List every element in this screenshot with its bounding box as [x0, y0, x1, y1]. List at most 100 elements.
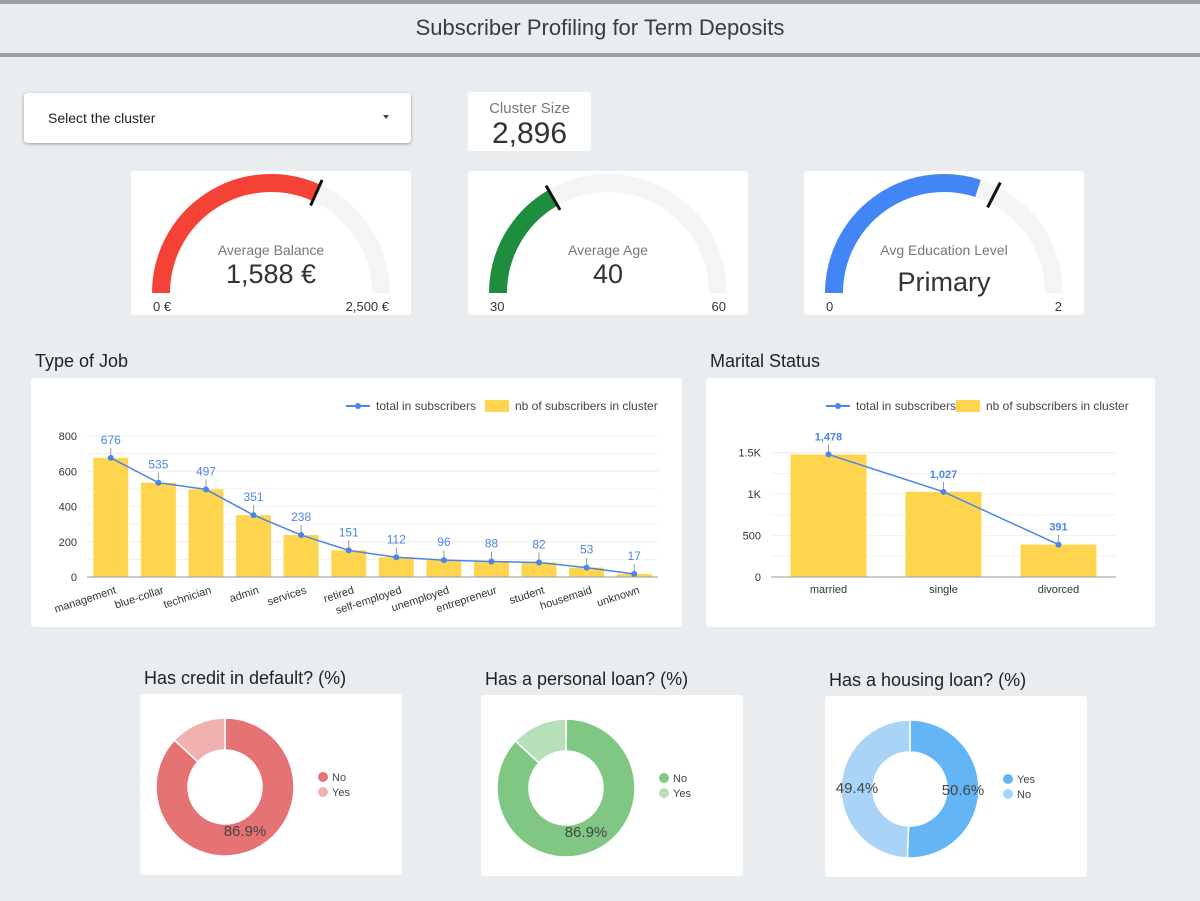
- point-label: 96: [437, 535, 451, 549]
- point-label: 497: [196, 464, 216, 478]
- line-point: [536, 559, 543, 566]
- legend-bar-swatch: [485, 400, 509, 412]
- total-line: [110, 457, 635, 575]
- x-tick-label: married: [810, 584, 847, 596]
- point-label: 1,027: [930, 469, 958, 481]
- bar-student: [521, 562, 557, 577]
- job-chart-title: Type of Job: [35, 351, 129, 371]
- gauge-max-label: 60: [712, 299, 726, 314]
- gauge-label: Average Age: [568, 242, 648, 258]
- gauge-label: Average Balance: [218, 242, 325, 258]
- page-title: Subscriber Profiling for Term Deposits: [415, 15, 785, 40]
- point-label: 53: [580, 543, 594, 557]
- y-tick-label: 600: [59, 466, 77, 478]
- legend-dot: [659, 788, 669, 798]
- gauge-min-label: 0: [826, 299, 833, 314]
- gauge-target-marker: [986, 181, 1002, 209]
- legend-label: Yes: [673, 788, 691, 800]
- point-label: 82: [532, 538, 546, 552]
- x-tick-label: single: [929, 584, 958, 596]
- x-tick-label: divorced: [1038, 584, 1080, 596]
- job-chart-card: 0 200 400 600 800 676 535 497 351 238 151 112 96 88 82…: [31, 378, 682, 627]
- line-point: [345, 547, 352, 554]
- point-label: 535: [148, 458, 168, 472]
- cluster-select[interactable]: Select the cluster: [24, 93, 411, 143]
- gauge-min-label: 0 €: [153, 299, 172, 314]
- bar-admin: [236, 515, 272, 577]
- point-label: 676: [101, 433, 121, 447]
- legend-total-label: total in subscribers: [856, 399, 956, 413]
- y-tick-label: 0: [755, 572, 761, 584]
- legend-label: Yes: [332, 787, 350, 799]
- y-tick-label: 400: [59, 502, 77, 514]
- legend-line-dot: [355, 403, 361, 409]
- slice-percent-label: 49.4%: [836, 780, 879, 797]
- x-tick-label: admin: [228, 584, 260, 605]
- cluster-size-label: Cluster Size: [489, 100, 570, 117]
- slice-percent-label: 50.6%: [942, 782, 985, 799]
- bar-self-employed: [378, 557, 414, 577]
- line-point: [1055, 541, 1062, 548]
- legend-label: No: [673, 773, 687, 785]
- legend-dot: [1003, 789, 1013, 799]
- legend-label: No: [1017, 789, 1031, 801]
- point-label: 1,478: [815, 431, 843, 443]
- bar-blue-collar: [140, 482, 176, 577]
- legend-cluster-label: nb of subscribers in cluster: [986, 399, 1129, 413]
- point-label: 238: [291, 510, 311, 524]
- marital-bar-chart: 0 500 1K 1.5K 1,478 1,027 391 married single divo…: [738, 399, 1129, 596]
- legend-dot: [318, 772, 328, 782]
- gauge-target-marker: [309, 179, 324, 207]
- x-tick-label: unknown: [596, 584, 642, 609]
- personal-donut: 86.9% No Yes: [496, 718, 691, 858]
- bar-housemaid: [569, 567, 605, 577]
- legend-dot: [659, 773, 669, 783]
- housing-donut: 50.6% 49.4% Yes No: [836, 719, 1035, 859]
- cluster-size-value: 2,896: [491, 117, 568, 150]
- chevron-down-icon[interactable]: [383, 115, 389, 119]
- line-point: [488, 558, 495, 565]
- gauge-max-label: 2: [1055, 299, 1062, 314]
- personal-donut-card: 86.9% No Yes: [481, 695, 743, 876]
- gauge-max-label: 2,500 €: [346, 299, 390, 314]
- line-point: [107, 454, 114, 461]
- x-tick-label: management: [53, 584, 118, 615]
- point-label: 88: [485, 536, 499, 550]
- donut-slice-no: [155, 717, 295, 857]
- bar-technician: [188, 489, 224, 577]
- legend-dot: [318, 787, 328, 797]
- bar-entrepreneur: [473, 561, 509, 577]
- marital-chart-card: 0 500 1K 1.5K 1,478 1,027 391 married single divo…: [706, 378, 1155, 627]
- x-tick-label: housemaid: [539, 584, 594, 612]
- slice-percent-label: 86.9%: [565, 824, 608, 841]
- y-tick-label: 200: [59, 537, 77, 549]
- y-tick-label: 1.5K: [738, 448, 761, 460]
- line-point: [250, 512, 257, 519]
- line-point: [631, 571, 638, 578]
- donut-slice-no: [840, 719, 911, 859]
- point-label: 151: [339, 525, 359, 539]
- gauge-card-education: Avg Education Level Primary 0 2: [804, 171, 1084, 315]
- y-tick-label: 0: [71, 572, 77, 584]
- legend-bar-swatch: [956, 400, 980, 412]
- housing-donut-card: 50.6% 49.4% Yes No: [825, 696, 1087, 877]
- gauge-value-arc: [489, 189, 558, 294]
- housing-chart-title: Has a housing loan? (%): [829, 670, 1027, 690]
- bar-management: [93, 457, 129, 577]
- point-label: 17: [628, 549, 642, 563]
- gauge-value: 40: [593, 259, 623, 289]
- gauge-label: Avg Education Level: [880, 242, 1007, 258]
- job-bar-chart: 0 200 400 600 800 676 535 497 351 238 151 112 96 88 82…: [53, 399, 658, 617]
- gauge-value-arc: [152, 174, 321, 294]
- bar-retired: [331, 550, 367, 577]
- donut-slice-yes: [173, 717, 226, 763]
- gauge-card-balance: Average Balance 1,588 € 0 € 2,500 €: [131, 171, 411, 315]
- default-chart-title: Has credit in default? (%): [144, 668, 347, 688]
- marital-chart-title: Marital Status: [710, 351, 821, 371]
- bar-unemployed: [426, 560, 462, 577]
- y-tick-label: 1K: [748, 489, 762, 501]
- line-point: [202, 486, 209, 493]
- bar-divorced: [1020, 544, 1097, 577]
- gauge-card-age: Average Age 40 30 60: [468, 171, 748, 315]
